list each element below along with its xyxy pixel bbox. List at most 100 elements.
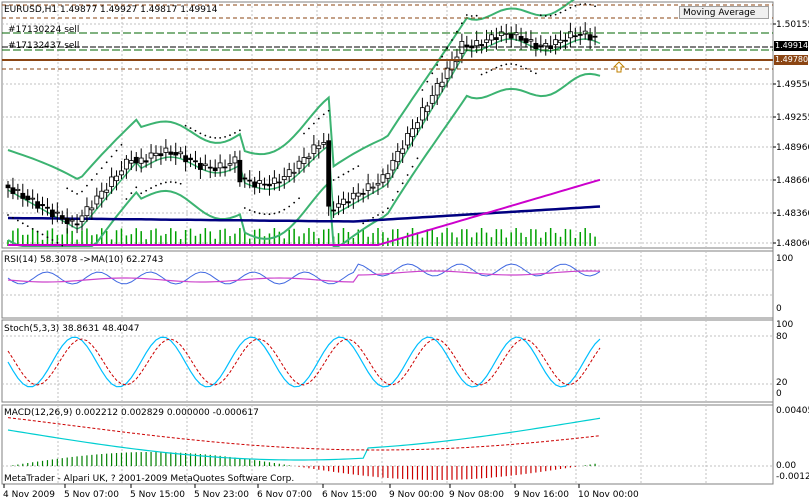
stoch-header: Stoch(5,3,3) 38.8631 48.4047 — [4, 324, 139, 334]
sar-dot — [564, 9, 567, 12]
sar-dot — [347, 170, 350, 173]
candle-body — [439, 81, 445, 88]
macd-header: MACD(12,26,9) 0.002212 0.002829 0.000000… — [4, 408, 259, 418]
ma-magenta — [8, 178, 601, 246]
macd-line — [7, 417, 601, 461]
candle-body — [276, 181, 282, 184]
sar-dot — [549, 14, 552, 17]
sar-dot — [441, 55, 444, 58]
price-tick: 1.48960 — [776, 143, 809, 153]
time-tick: 6 Nov 07:00 — [257, 490, 312, 500]
rsi-scale-100: 100 — [776, 254, 793, 264]
time-tick: 9 Nov 16:00 — [514, 490, 569, 500]
macd-scale-top: 0.00405 — [776, 406, 809, 416]
sar-dot — [224, 136, 226, 138]
sar-dot — [367, 219, 370, 222]
sar-dot — [115, 149, 118, 152]
candle-body — [434, 82, 440, 96]
candle-body — [429, 95, 435, 104]
candle-body — [345, 201, 351, 204]
sar-dot — [278, 211, 281, 213]
order-label-2[interactable]: #17132437 sell — [8, 41, 79, 51]
candle-body — [15, 188, 21, 191]
candle-body — [94, 195, 100, 205]
bollinger-lower — [7, 72, 601, 247]
candle-body — [30, 197, 36, 200]
moving-average-label[interactable]: Moving Average — [679, 6, 769, 19]
candle-body — [267, 183, 272, 187]
rsi-pane[interactable] — [7, 263, 601, 285]
sar-dot — [21, 222, 24, 225]
sar-dot — [505, 63, 508, 66]
time-tick: 4 Nov 2009 — [3, 490, 55, 500]
sar-dot — [214, 137, 217, 139]
price-candles[interactable] — [5, 22, 598, 234]
sar-dot — [258, 212, 261, 215]
price-tick: 1.48660 — [776, 176, 809, 186]
candle-body — [59, 215, 65, 220]
sar-dot — [204, 134, 207, 137]
candle-body — [331, 209, 337, 212]
candle-body — [370, 186, 376, 189]
macd-signal-line — [7, 417, 601, 451]
sar-dot — [584, 3, 587, 5]
sar-dot — [298, 197, 300, 200]
sar-dot — [31, 227, 34, 230]
sar-dot — [184, 124, 187, 127]
candle-body — [489, 34, 494, 41]
sar-dot — [263, 213, 266, 216]
sar-dot — [490, 69, 493, 71]
sar-dot — [160, 182, 162, 185]
sar-dot — [485, 71, 488, 74]
sar-dot — [253, 211, 256, 213]
sar-dot — [155, 184, 157, 187]
sar-dot — [179, 182, 182, 185]
candle-body — [568, 31, 573, 39]
sar-dot — [525, 67, 527, 70]
candle-body — [178, 151, 184, 155]
sar-dot — [352, 167, 355, 170]
sar-dot — [189, 127, 192, 130]
candle-body — [375, 182, 381, 186]
sar-dot — [421, 89, 424, 91]
sar-dot — [544, 15, 547, 17]
candle-body — [202, 163, 208, 166]
candle-body — [415, 122, 420, 129]
order-levels[interactable] — [2, 4, 773, 70]
sar-dot — [337, 176, 340, 179]
candle-body — [523, 38, 529, 44]
candle-body — [405, 133, 411, 146]
time-tick: 5 Nov 23:00 — [194, 490, 249, 500]
sar-dot — [411, 165, 414, 168]
order-label-1[interactable]: #17130224 sell — [8, 25, 79, 35]
candle-body — [513, 32, 519, 36]
candle-body — [74, 223, 80, 226]
sar-dot — [243, 207, 246, 209]
candle-body — [20, 192, 26, 199]
candle-body — [286, 169, 292, 177]
time-tick: 6 Nov 15:00 — [322, 490, 377, 500]
sar-dot — [303, 132, 305, 135]
candle-body — [242, 177, 248, 180]
candle-body — [188, 157, 193, 161]
sar-dot — [520, 65, 522, 68]
sar-dot — [539, 14, 542, 17]
candle-body — [577, 33, 583, 36]
candle-body — [587, 34, 593, 41]
sar-dot — [194, 129, 197, 132]
candle-body — [419, 107, 425, 121]
macd-pane[interactable] — [7, 417, 601, 480]
candle-body — [355, 192, 361, 197]
sar-dot — [268, 213, 271, 216]
stoch-pane[interactable] — [7, 336, 601, 388]
candle-body — [395, 150, 401, 163]
rsi-ma-line — [7, 270, 601, 283]
candle-body — [183, 155, 189, 163]
candle-body — [306, 156, 312, 159]
sar-dot — [46, 236, 49, 239]
candle-body — [336, 203, 341, 208]
time-tick: 5 Nov 07:00 — [64, 490, 119, 500]
candle-body — [128, 160, 134, 164]
candle-body — [380, 174, 386, 183]
